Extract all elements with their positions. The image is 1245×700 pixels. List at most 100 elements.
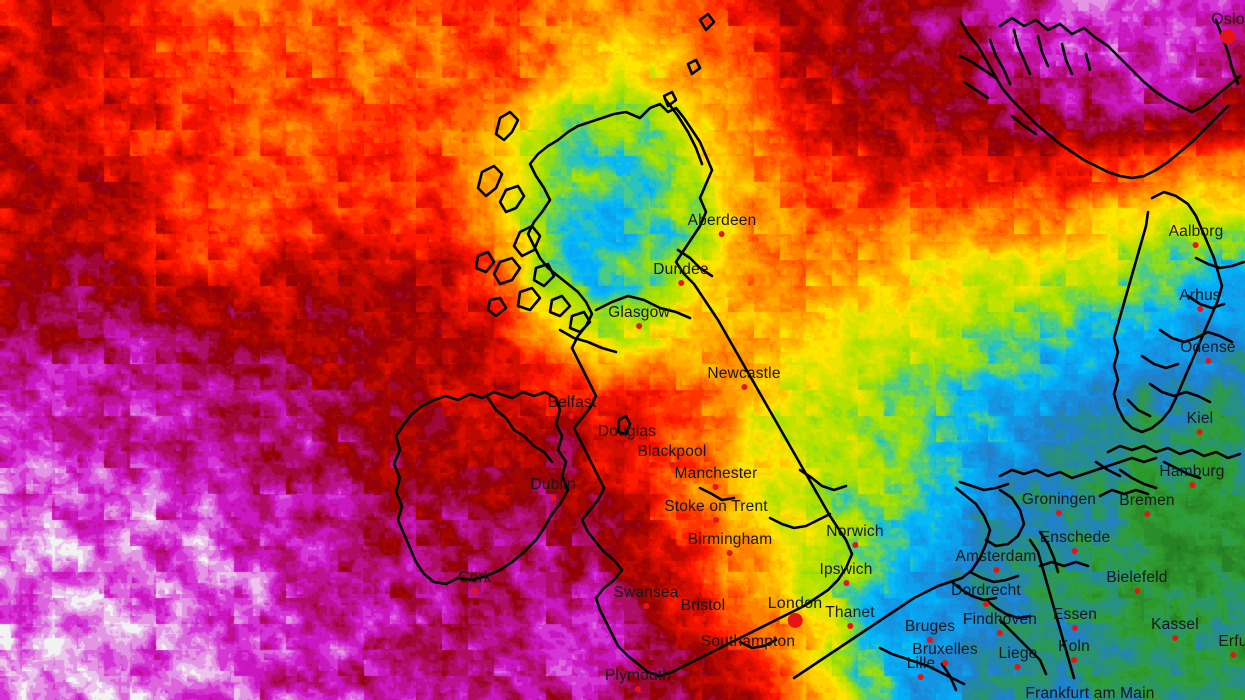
city-label: London bbox=[767, 595, 823, 612]
city-dot-icon bbox=[472, 588, 478, 594]
city-marker[interactable]: Aberdeen bbox=[688, 213, 757, 237]
city-marker[interactable]: Dordrecht bbox=[951, 583, 1021, 607]
city-dot-icon bbox=[942, 660, 948, 666]
coastline-group-norway-denmark bbox=[958, 16, 1245, 434]
city-dot-icon bbox=[851, 542, 858, 548]
city-marker[interactable]: Norwich bbox=[826, 524, 883, 548]
city-marker[interactable]: Aalborg bbox=[1169, 224, 1224, 248]
city-label: Dundee bbox=[653, 261, 709, 278]
city-marker[interactable]: Arhus bbox=[1179, 288, 1221, 312]
city-marker[interactable]: Glasgow bbox=[608, 305, 670, 329]
city-marker[interactable]: Bruges bbox=[905, 619, 955, 643]
city-dot-icon bbox=[1056, 510, 1062, 516]
city-marker[interactable]: Hamburg bbox=[1159, 464, 1224, 488]
city-marker[interactable]: Newcastle bbox=[707, 366, 780, 390]
city-label: Newcastle bbox=[707, 365, 781, 382]
city-label: Kassel bbox=[1151, 616, 1199, 633]
city-dot-icon bbox=[997, 630, 1003, 636]
city-dot-icon bbox=[787, 613, 803, 628]
city-dot-icon bbox=[1229, 652, 1236, 658]
city-dot-icon bbox=[668, 462, 675, 468]
city-marker[interactable]: Bristol bbox=[681, 598, 725, 622]
city-marker[interactable]: Erfu bbox=[1218, 634, 1245, 658]
city-label: Thanet bbox=[825, 604, 875, 621]
city-dot-icon bbox=[635, 686, 641, 692]
city-dot-icon bbox=[917, 674, 924, 680]
city-dot-icon bbox=[568, 413, 575, 419]
city-dot-icon bbox=[982, 601, 989, 607]
city-marker[interactable]: Bremen bbox=[1119, 492, 1175, 517]
city-label: Hamburg bbox=[1159, 463, 1225, 480]
city-marker[interactable]: Frankfurt am Main bbox=[1025, 686, 1154, 700]
city-label: Amsterdam bbox=[955, 548, 1037, 565]
city-marker[interactable]: Blackpool bbox=[637, 444, 706, 468]
city-dot-icon bbox=[550, 495, 556, 501]
city-dot-icon bbox=[1070, 657, 1077, 663]
city-dot-icon bbox=[700, 616, 706, 622]
city-marker[interactable]: London bbox=[768, 596, 823, 628]
city-label: Belfast bbox=[547, 394, 597, 411]
city-marker[interactable]: Liege bbox=[999, 646, 1038, 670]
city-marker[interactable]: Birmingham bbox=[688, 532, 773, 556]
city-marker[interactable]: Koln bbox=[1058, 639, 1090, 663]
city-dot-icon bbox=[678, 280, 684, 286]
city-dot-icon bbox=[1189, 482, 1195, 488]
city-marker[interactable]: Bielefeld bbox=[1106, 570, 1167, 594]
city-marker[interactable]: Kassel bbox=[1151, 617, 1199, 641]
city-dot-icon bbox=[713, 517, 719, 523]
city-marker[interactable]: Groningen bbox=[1022, 492, 1096, 516]
city-marker[interactable]: Essen bbox=[1053, 607, 1097, 631]
city-label: Stoke on Trent bbox=[664, 498, 768, 515]
city-dot-icon bbox=[1015, 664, 1021, 670]
city-marker[interactable]: Stoke on Trent bbox=[664, 499, 768, 523]
city-marker[interactable]: Bruxelles bbox=[912, 642, 978, 666]
city-marker[interactable]: Cork bbox=[458, 570, 492, 594]
city-label: Essen bbox=[1052, 606, 1098, 623]
city-marker[interactable]: Findhoven bbox=[963, 612, 1037, 636]
city-dot-icon bbox=[992, 567, 999, 573]
city-marker[interactable]: Belfast bbox=[548, 395, 597, 419]
city-dot-icon bbox=[745, 652, 751, 658]
city-dot-icon bbox=[843, 580, 849, 586]
city-marker[interactable]: Odense bbox=[1180, 340, 1236, 364]
city-label: Bristol bbox=[680, 597, 726, 614]
city-dot-icon bbox=[847, 623, 853, 629]
city-marker[interactable]: Oslo bbox=[1211, 12, 1245, 44]
city-marker[interactable]: Lille bbox=[907, 656, 936, 680]
city-label: Swansea bbox=[613, 584, 679, 601]
city-marker[interactable]: Manchester bbox=[675, 466, 758, 490]
city-dot-icon bbox=[927, 637, 933, 643]
city-dot-icon bbox=[1171, 635, 1178, 641]
city-label: Aberdeen bbox=[687, 212, 757, 229]
city-label: Koln bbox=[1058, 638, 1090, 655]
city-marker[interactable]: Ipswich bbox=[819, 562, 872, 586]
city-label: Aalborg bbox=[1168, 223, 1224, 240]
city-marker[interactable]: Swansea bbox=[613, 585, 678, 609]
city-marker[interactable]: Dublin bbox=[530, 477, 575, 501]
city-marker[interactable]: Kiel bbox=[1187, 411, 1214, 435]
city-marker[interactable]: Thanet bbox=[825, 604, 875, 629]
city-label: Groningen bbox=[1021, 491, 1097, 508]
city-marker[interactable]: Dundee bbox=[653, 262, 709, 286]
city-label: Lille bbox=[906, 655, 936, 672]
city-marker[interactable]: Enschede bbox=[1040, 530, 1111, 554]
city-dot-icon bbox=[726, 550, 733, 556]
city-label: Odense bbox=[1180, 339, 1236, 356]
city-label: Glasgow bbox=[608, 304, 670, 321]
city-dot-icon bbox=[1133, 588, 1140, 594]
city-label: Birmingham bbox=[687, 531, 773, 548]
city-label: Kiel bbox=[1186, 410, 1214, 427]
city-marker[interactable]: Amsterdam bbox=[955, 549, 1036, 573]
city-marker[interactable]: Douglas bbox=[598, 424, 656, 448]
city-dot-icon bbox=[1143, 511, 1150, 517]
city-label: Bielefeld bbox=[1106, 569, 1168, 586]
city-marker[interactable]: Southampton bbox=[701, 634, 795, 658]
city-marker[interactable]: Plymouth bbox=[605, 668, 671, 692]
city-label: Bremen bbox=[1119, 492, 1175, 509]
city-label: Dordrecht bbox=[951, 582, 1021, 599]
city-dot-icon bbox=[636, 323, 642, 329]
